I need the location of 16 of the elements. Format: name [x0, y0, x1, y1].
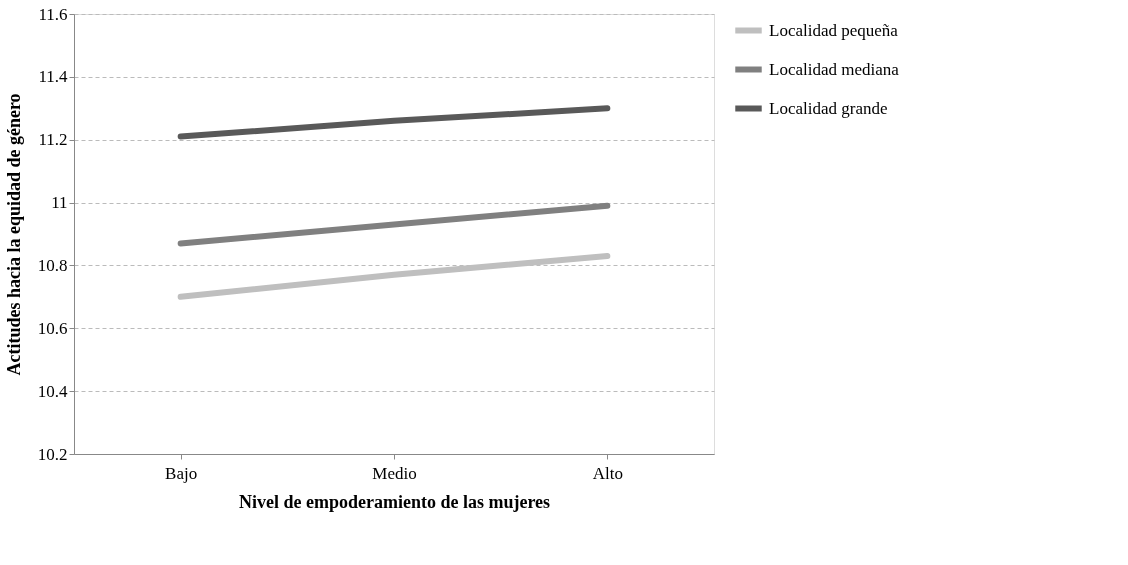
y-tick-label: 10.6	[37, 318, 68, 338]
legend-label: Localidad pequeña	[769, 20, 899, 40]
y-tick-label: 11.2	[38, 130, 68, 150]
x-tick-label: Medio	[372, 463, 417, 483]
y-tick-label: 11.6	[38, 4, 68, 24]
y-tick-label: 11.4	[38, 67, 68, 87]
legend-label: Localidad grande	[769, 98, 888, 118]
y-tick-label: 10.8	[37, 255, 68, 275]
y-axis-title: Actitudes hacia la equidad de género	[3, 93, 24, 376]
y-tick-label: 11	[51, 193, 68, 213]
x-tick-label: Alto	[592, 463, 623, 483]
legend-label: Localidad mediana	[769, 59, 900, 79]
y-tick-label: 10.2	[37, 444, 68, 464]
y-tick-label: 10.4	[37, 381, 68, 401]
x-tick-label: Bajo	[165, 463, 198, 483]
x-axis-title: Nivel de empoderamiento de las mujeres	[238, 491, 551, 512]
